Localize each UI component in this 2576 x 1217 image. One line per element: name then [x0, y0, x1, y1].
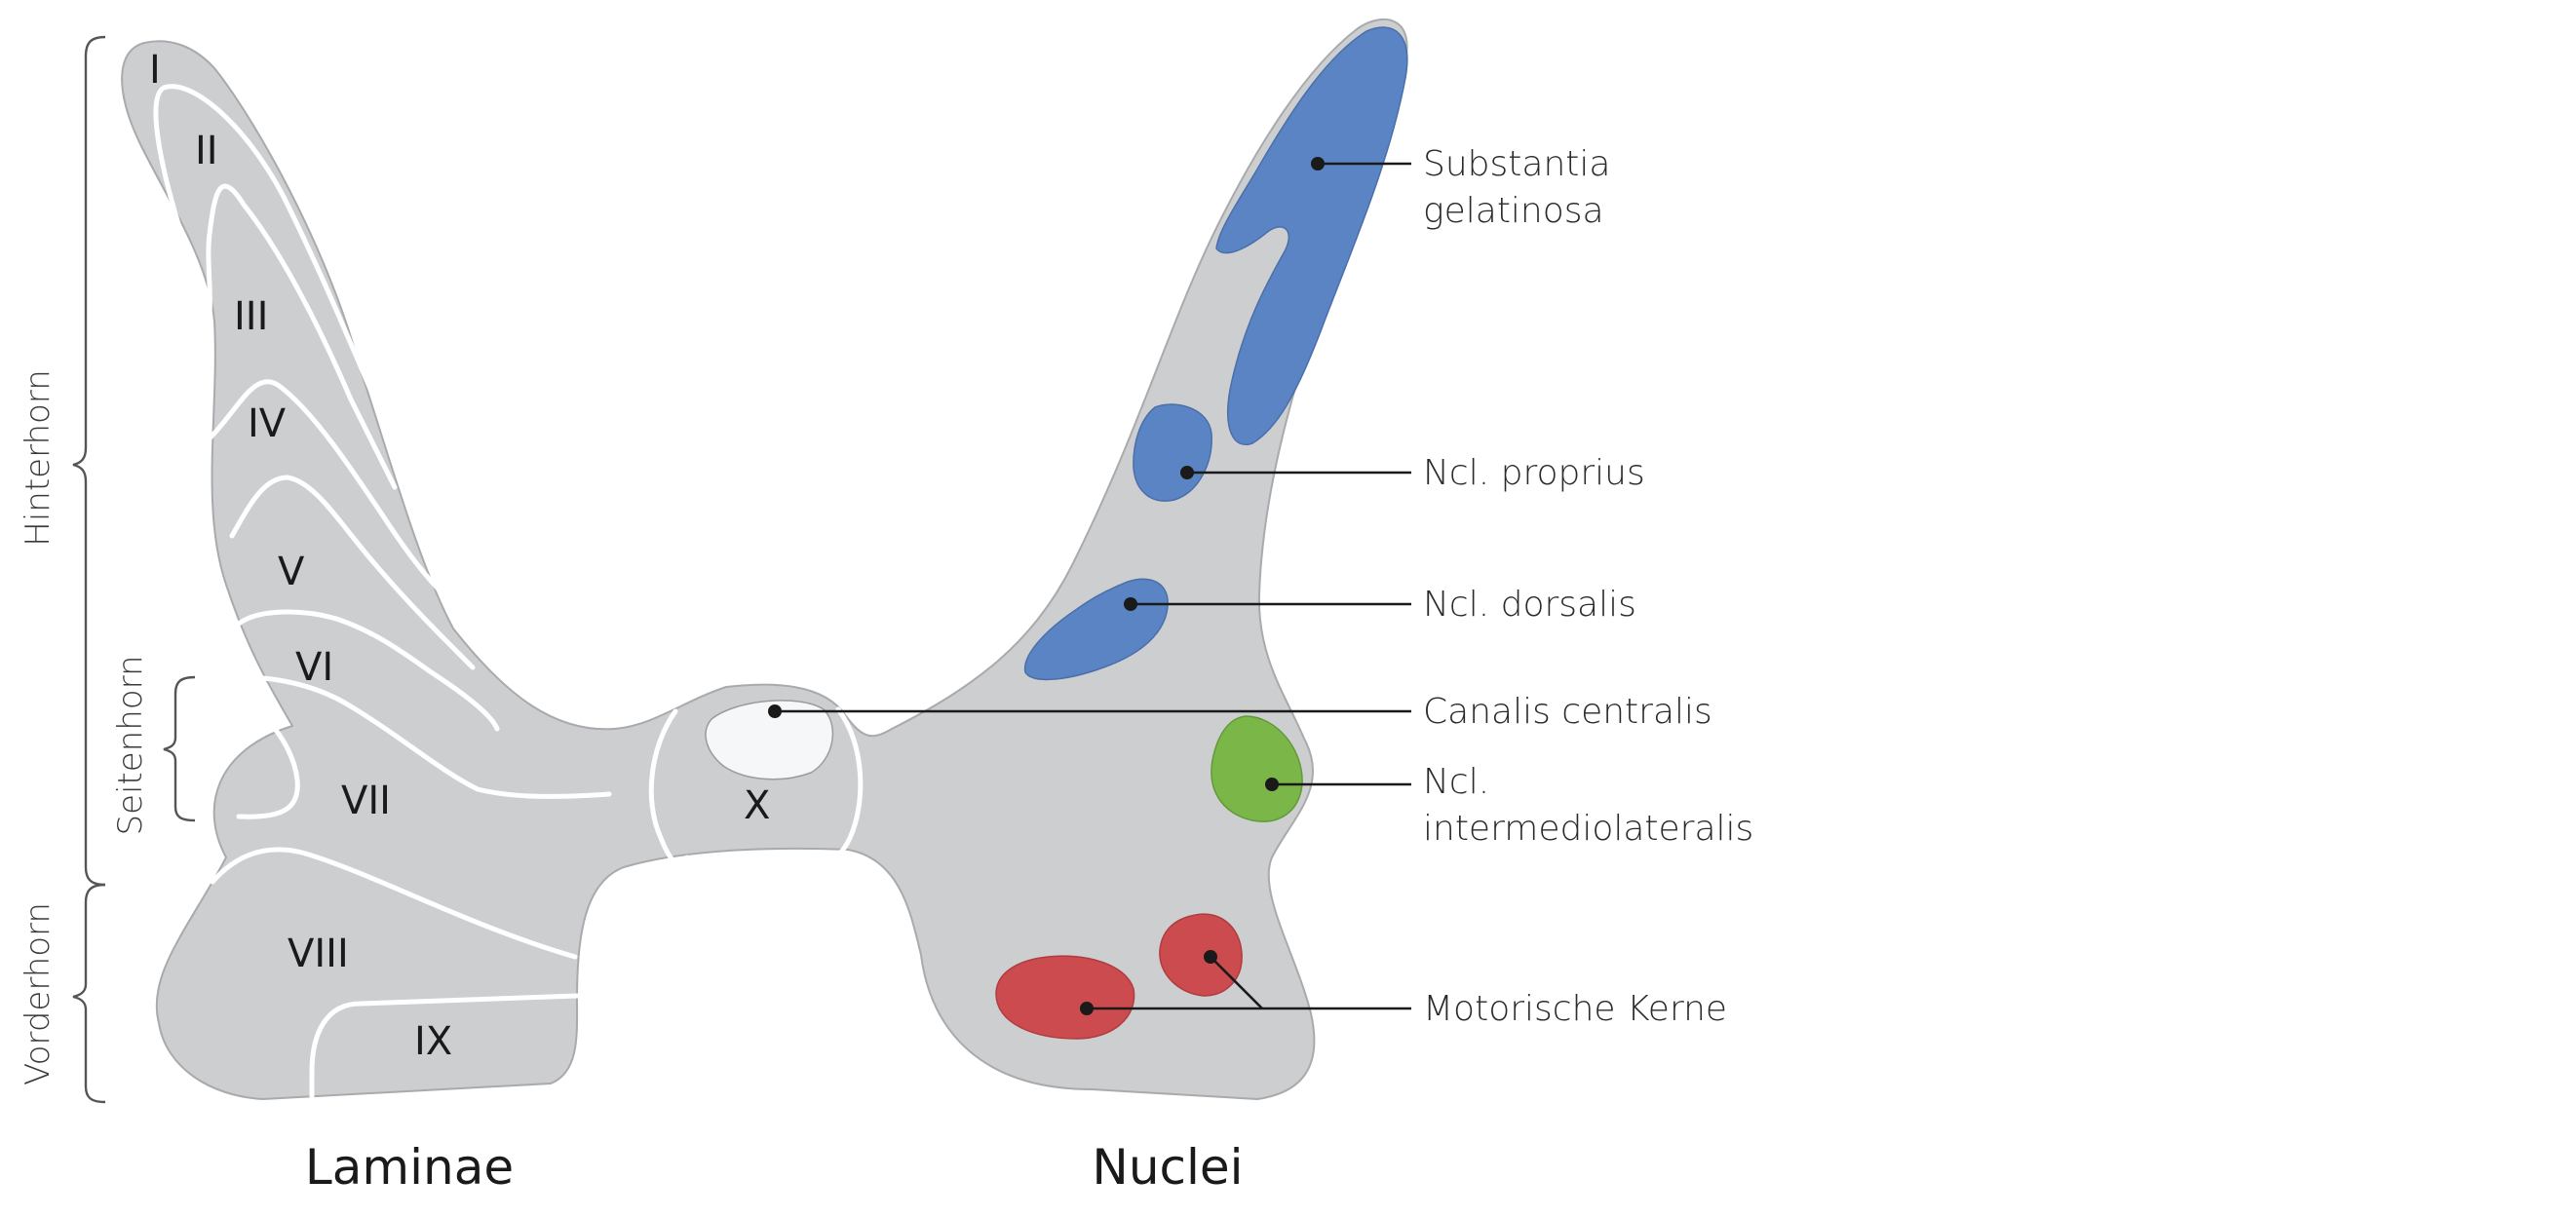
dot-motorische-lateral [1204, 950, 1217, 964]
label-seitenhorn: Seitenhorn [111, 655, 150, 835]
lamina-label-I: I [149, 48, 161, 93]
canalis-centralis [705, 700, 834, 780]
label-intermediolateralis-line1: Ncl. [1423, 762, 1489, 802]
lamina-boundary-X-right [830, 706, 864, 858]
label-ncl-proprius: Ncl. proprius [1423, 453, 1645, 493]
label-hinterhorn: Hinterhorn [19, 369, 58, 546]
lamina-boundary-V [236, 609, 500, 732]
lamina-label-V: V [278, 550, 305, 594]
lamina-label-VII: VII [341, 779, 391, 823]
label-substantia-line1: Substantia [1423, 144, 1610, 184]
brace-hinterhorn [72, 35, 106, 887]
leader-motorische-branch [1210, 956, 1263, 1009]
dot-motorische-medial [1080, 1002, 1094, 1015]
dot-intermediolateralis [1265, 778, 1279, 791]
lamina-label-IX: IX [414, 1019, 452, 1064]
lamina-boundary-VII-ventral [210, 847, 578, 960]
label-canalis-centralis: Canalis centralis [1423, 692, 1712, 732]
lamina-boundary-II [195, 183, 398, 490]
lamina-label-VIII: VIII [288, 932, 349, 976]
lamina-label-VI: VI [295, 645, 333, 690]
lamina-boundary-VI [213, 674, 612, 799]
dot-substantia [1311, 157, 1325, 171]
lamina-label-X: X [744, 783, 770, 828]
lamina-boundary-III [205, 379, 446, 597]
title-nuclei: Nuclei [1092, 1139, 1243, 1196]
substantia-gelatinosa-region [1215, 26, 1408, 445]
label-motorische-kerne: Motorische Kerne [1423, 989, 1727, 1029]
lamina-label-III: III [234, 294, 268, 339]
dot-proprius [1180, 466, 1194, 479]
brace-seitenhorn [163, 675, 196, 822]
label-substantia-line2: gelatinosa [1423, 191, 1604, 231]
brace-vorderhorn [72, 883, 106, 1104]
label-vorderhorn: Vorderhorn [19, 902, 58, 1085]
motorische-kerne-region-medial [995, 955, 1135, 1040]
motorische-kerne-region-lateral [1159, 913, 1243, 997]
title-laminae: Laminae [305, 1139, 514, 1196]
lamina-label-II: II [195, 129, 218, 173]
lamina-boundary-VIII [309, 993, 580, 1099]
lamina-boundary-IV [229, 475, 476, 670]
ncl-intermediolateralis-region [1211, 715, 1303, 822]
label-ncl-dorsalis: Ncl. dorsalis [1423, 585, 1636, 625]
dot-dorsalis [1124, 597, 1137, 611]
lamina-boundary-X-left [648, 708, 690, 867]
lamina-boundary-I [153, 84, 398, 446]
label-intermediolateralis-line2: intermediolateralis [1423, 809, 1753, 849]
dot-canalis [768, 704, 782, 718]
lamina-boundary-VII-lateral [216, 684, 300, 819]
lamina-label-IV: IV [248, 401, 287, 446]
gray-matter [121, 18, 1408, 1101]
